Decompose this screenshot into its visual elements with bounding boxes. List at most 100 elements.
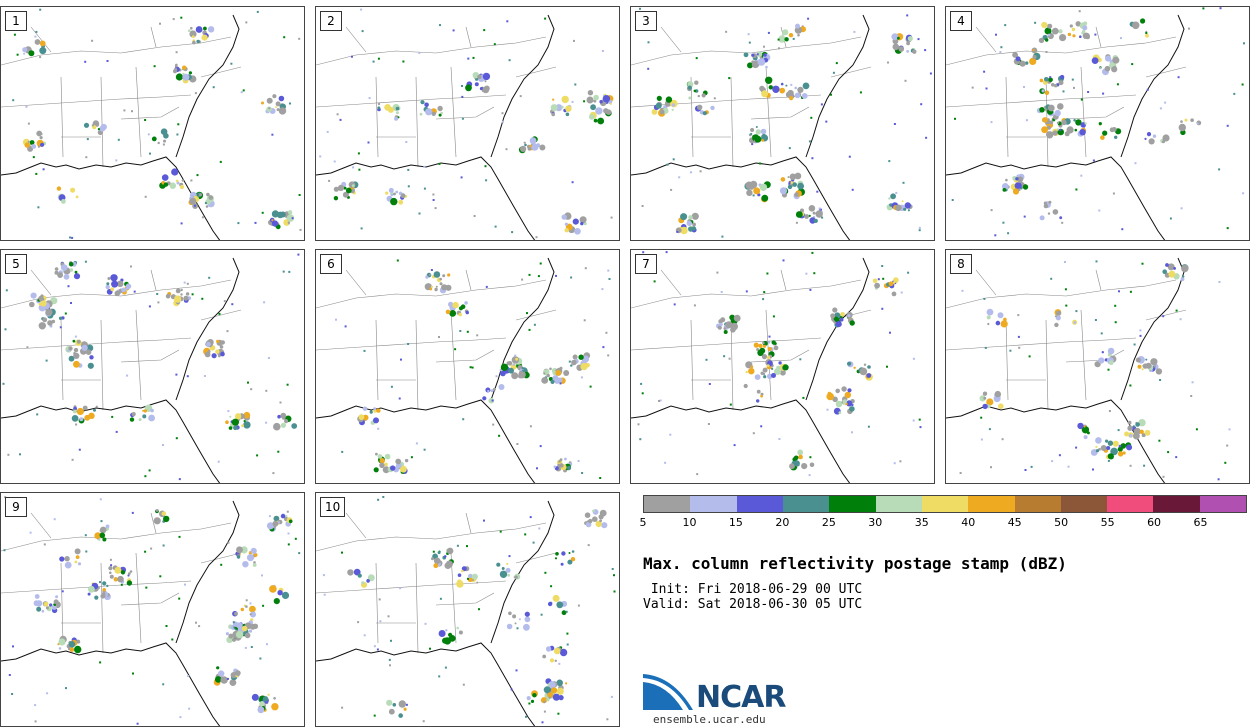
reflectivity-cell xyxy=(180,222,183,225)
reflectivity-cell xyxy=(466,545,468,548)
reflectivity-cell xyxy=(581,472,584,474)
reflectivity-cell xyxy=(690,171,692,174)
reflectivity-cell xyxy=(507,573,510,577)
coastline xyxy=(631,399,851,483)
reflectivity-cell xyxy=(728,77,731,80)
reflectivity-cell xyxy=(608,278,611,280)
reflectivity-cell xyxy=(439,24,441,27)
reflectivity-cell xyxy=(281,591,290,599)
colorbar-tick-label: 35 xyxy=(914,516,929,529)
reflectivity-cell xyxy=(808,474,811,477)
reflectivity-cell xyxy=(1114,304,1117,307)
reflectivity-cell xyxy=(179,716,182,719)
reflectivity-cell xyxy=(72,339,76,343)
reflectivity-cell xyxy=(195,621,197,624)
reflectivity-cell xyxy=(385,191,389,195)
valid-time: Valid: Sat 2018-06-30 05 UTC xyxy=(643,597,863,612)
reflectivity-cell xyxy=(59,556,65,562)
coastline xyxy=(631,156,851,240)
reflectivity-cell xyxy=(639,438,642,441)
reflectivity-cell xyxy=(479,87,484,91)
reflectivity-cell xyxy=(285,515,288,517)
reflectivity-cell xyxy=(593,99,597,103)
reflectivity-cell xyxy=(452,29,455,32)
reflectivity-cell xyxy=(601,50,604,52)
reflectivity-cell xyxy=(180,288,183,292)
reflectivity-cell xyxy=(443,555,447,558)
reflectivity-cell xyxy=(279,401,282,404)
reflectivity-cell xyxy=(207,26,215,33)
reflectivity-cell xyxy=(1144,429,1151,436)
reflectivity-cell xyxy=(816,190,819,193)
reflectivity-cell xyxy=(595,107,603,115)
reflectivity-cell xyxy=(182,72,185,76)
reflectivity-cell xyxy=(1054,84,1058,88)
reflectivity-cell xyxy=(379,458,385,464)
coastline xyxy=(316,642,536,726)
reflectivity-cell xyxy=(792,182,797,187)
reflectivity-cell xyxy=(640,382,643,385)
reflectivity-cell xyxy=(341,706,344,709)
reflectivity-cell xyxy=(1001,183,1009,190)
reflectivity-cell xyxy=(22,47,28,53)
reflectivity-cell xyxy=(561,610,567,616)
reflectivity-cell xyxy=(36,130,43,137)
reflectivity-cell xyxy=(500,370,506,377)
reflectivity-cell xyxy=(530,699,535,703)
reflectivity-cell xyxy=(1030,465,1033,468)
state-border xyxy=(435,349,495,363)
reflectivity-cell xyxy=(788,147,791,150)
reflectivity-cell xyxy=(275,106,277,108)
reflectivity-cell xyxy=(613,574,615,577)
reflectivity-cell xyxy=(182,73,190,81)
reflectivity-cell xyxy=(566,632,569,635)
reflectivity-cell xyxy=(555,552,559,556)
reflectivity-cell xyxy=(572,354,578,360)
reflectivity-cell xyxy=(835,62,838,65)
reflectivity-cell xyxy=(1190,118,1194,122)
reflectivity-cell xyxy=(805,272,808,275)
reflectivity-cell xyxy=(494,225,497,228)
reflectivity-cell xyxy=(641,392,644,395)
reflectivity-cell xyxy=(72,409,77,414)
state-border xyxy=(60,76,64,158)
reflectivity-cell xyxy=(465,310,469,315)
reflectivity-cell xyxy=(271,703,279,711)
reflectivity-cell xyxy=(756,53,759,56)
reflectivity-cell xyxy=(1017,314,1020,317)
reflectivity-cell xyxy=(404,458,409,463)
reflectivity-cell xyxy=(425,275,429,279)
reflectivity-cell xyxy=(725,30,728,33)
reflectivity-cell xyxy=(144,550,147,553)
reflectivity-cell xyxy=(1083,435,1088,440)
reflectivity-cell xyxy=(151,136,157,142)
reflectivity-cell xyxy=(131,511,134,514)
reflectivity-cell xyxy=(559,382,562,385)
reflectivity-cell xyxy=(473,215,476,217)
reflectivity-cell xyxy=(388,708,395,715)
reflectivity-cell xyxy=(271,219,274,222)
reflectivity-cell xyxy=(729,314,736,321)
reflectivity-cell xyxy=(1069,24,1073,28)
reflectivity-cell xyxy=(415,442,418,445)
reflectivity-cell xyxy=(1122,451,1126,455)
ncar-logo-text: NCAR xyxy=(696,680,786,715)
reflectivity-cell xyxy=(688,215,693,220)
reflectivity-cell xyxy=(175,51,178,54)
reflectivity-cell xyxy=(518,370,524,376)
reflectivity-cell xyxy=(175,63,178,67)
reflectivity-cell xyxy=(424,622,427,625)
reflectivity-cell xyxy=(75,195,79,199)
state-border xyxy=(120,106,180,120)
reflectivity-cell xyxy=(699,170,702,173)
reflectivity-cell xyxy=(506,20,509,23)
reflectivity-cell xyxy=(763,53,767,57)
reflectivity-cell xyxy=(1146,365,1149,368)
reflectivity-cell xyxy=(1012,52,1018,58)
state-border xyxy=(100,319,104,411)
reflectivity-cell xyxy=(897,36,900,40)
reflectivity-cell xyxy=(1145,362,1152,369)
reflectivity-cell xyxy=(1039,78,1044,83)
state-border xyxy=(1,36,232,66)
reflectivity-cell xyxy=(1056,310,1062,316)
